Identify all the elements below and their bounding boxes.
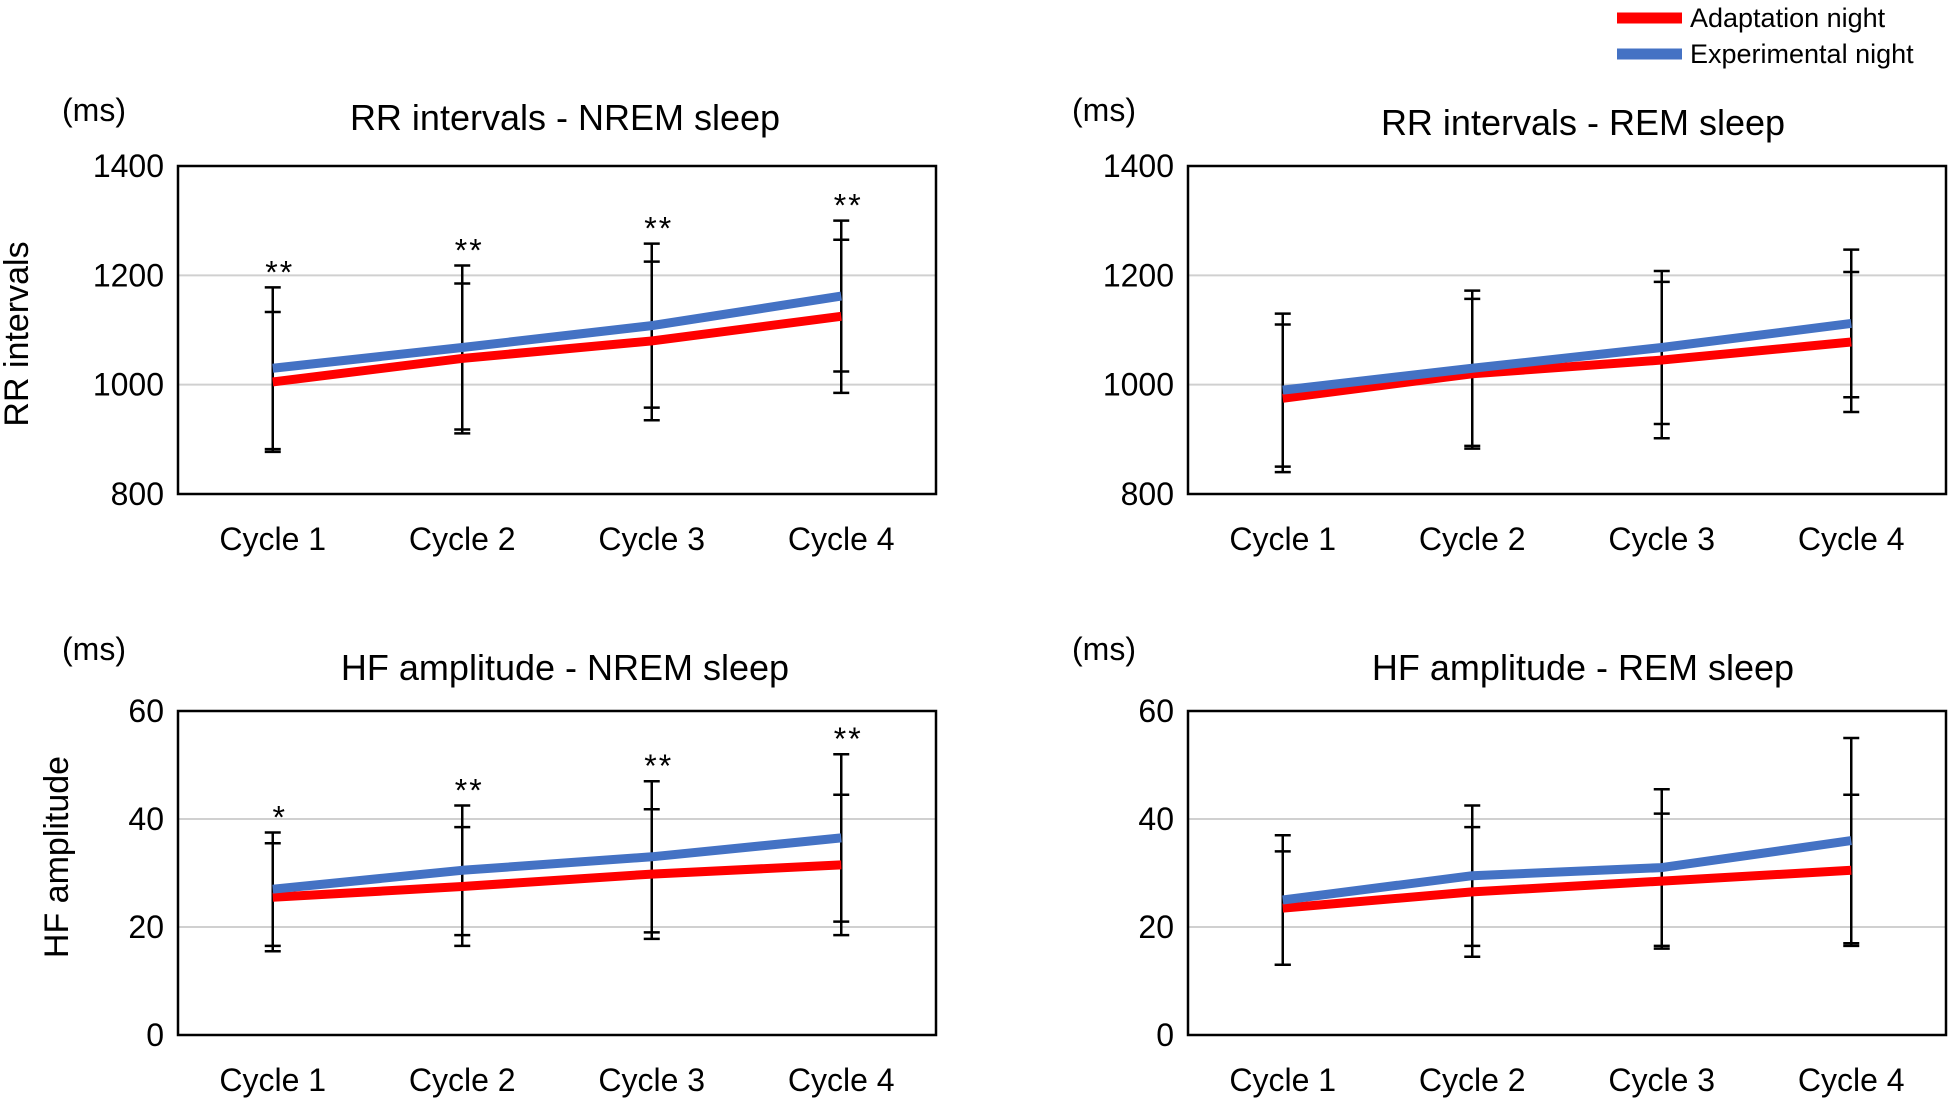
x-tick-label: Cycle 4 bbox=[1798, 1062, 1905, 1098]
x-tick-label: Cycle 3 bbox=[598, 1062, 705, 1098]
legend-label-adaptation: Adaptation night bbox=[1690, 3, 1886, 33]
panel-rr-nrem: (ms) RR intervals - NREM sleep RR interv… bbox=[0, 92, 938, 557]
x-tick-label: Cycle 1 bbox=[1229, 1062, 1336, 1098]
plot-frame bbox=[176, 709, 938, 1037]
panel-hf-nrem: (ms) HF amplitude - NREM sleep HF amplit… bbox=[38, 631, 938, 1098]
y-tick-label: 1400 bbox=[1103, 148, 1174, 184]
panel-title: RR intervals - NREM sleep bbox=[350, 97, 780, 138]
panel-unit: (ms) bbox=[1072, 631, 1136, 667]
y-tick-label: 0 bbox=[146, 1017, 164, 1053]
y-axis-label: HF amplitude bbox=[38, 756, 76, 958]
x-tick-label: Cycle 2 bbox=[1419, 1062, 1526, 1098]
x-tick-label: Cycle 2 bbox=[409, 521, 516, 557]
y-tick-label: 60 bbox=[128, 693, 164, 729]
legend: Adaptation night Experimental night bbox=[1617, 3, 1914, 69]
x-tick-label: Cycle 1 bbox=[219, 1062, 326, 1098]
panel-unit: (ms) bbox=[62, 631, 126, 667]
series-line-experimental bbox=[1282, 836, 1852, 905]
panel-title: HF amplitude - NREM sleep bbox=[341, 647, 789, 688]
significance-marker: * bbox=[273, 800, 287, 836]
x-tick-label: Cycle 4 bbox=[788, 1062, 895, 1098]
x-tick-label: Cycle 3 bbox=[598, 521, 705, 557]
y-tick-label: 40 bbox=[1138, 801, 1174, 837]
plot-frame bbox=[176, 164, 938, 496]
x-tick-label: Cycle 1 bbox=[1229, 521, 1336, 557]
plot-frame bbox=[1186, 164, 1948, 496]
y-tick-label: 40 bbox=[128, 801, 164, 837]
significance-marker: ** bbox=[834, 721, 863, 757]
panel-title: RR intervals - REM sleep bbox=[1381, 102, 1785, 143]
y-axis-label: RR intervals bbox=[0, 241, 36, 426]
legend-label-experimental: Experimental night bbox=[1690, 39, 1914, 69]
y-tick-label: 20 bbox=[128, 909, 164, 945]
series-line-adaptation bbox=[1282, 865, 1852, 913]
x-tick-label: Cycle 3 bbox=[1608, 521, 1715, 557]
panel-unit: (ms) bbox=[1072, 92, 1136, 128]
x-tick-label: Cycle 3 bbox=[1608, 1062, 1715, 1098]
y-tick-label: 800 bbox=[1121, 476, 1174, 512]
significance-marker: ** bbox=[834, 188, 863, 224]
series-line-experimental bbox=[1282, 318, 1852, 395]
panel-unit: (ms) bbox=[62, 92, 126, 128]
y-tick-label: 1000 bbox=[1103, 367, 1174, 403]
significance-marker: ** bbox=[644, 211, 673, 247]
panel-rr-rem: (ms) RR intervals - REM sleep 800 1000 120… bbox=[1072, 92, 1948, 557]
x-tick-label: Cycle 4 bbox=[1798, 521, 1905, 557]
series-line-adaptation bbox=[272, 311, 842, 387]
x-tick-label: Cycle 2 bbox=[1419, 521, 1526, 557]
significance-marker: ** bbox=[455, 773, 484, 809]
y-tick-label: 800 bbox=[111, 476, 164, 512]
series-line-experimental bbox=[272, 291, 842, 373]
x-tick-label: Cycle 4 bbox=[788, 521, 895, 557]
x-tick-label: Cycle 1 bbox=[219, 521, 326, 557]
y-tick-label: 1200 bbox=[1103, 257, 1174, 293]
x-tick-label: Cycle 2 bbox=[409, 1062, 516, 1098]
significance-marker: ** bbox=[455, 232, 484, 268]
series-line-adaptation bbox=[1282, 337, 1852, 403]
significance-marker: ** bbox=[644, 748, 673, 784]
y-tick-label: 0 bbox=[1156, 1017, 1174, 1053]
panel-title: HF amplitude - REM sleep bbox=[1372, 647, 1794, 688]
y-tick-label: 20 bbox=[1138, 909, 1174, 945]
y-tick-label: 1400 bbox=[93, 148, 164, 184]
significance-marker: ** bbox=[265, 254, 294, 290]
y-tick-label: 1000 bbox=[93, 367, 164, 403]
series-line-adaptation bbox=[272, 860, 842, 902]
panel-hf-rem: (ms) HF amplitude - REM sleep 0 20 40 60 Cyc… bbox=[1072, 631, 1948, 1098]
series-line-experimental bbox=[272, 833, 842, 894]
y-tick-label: 1200 bbox=[93, 257, 164, 293]
y-tick-label: 60 bbox=[1138, 693, 1174, 729]
plot-frame bbox=[1186, 709, 1948, 1037]
